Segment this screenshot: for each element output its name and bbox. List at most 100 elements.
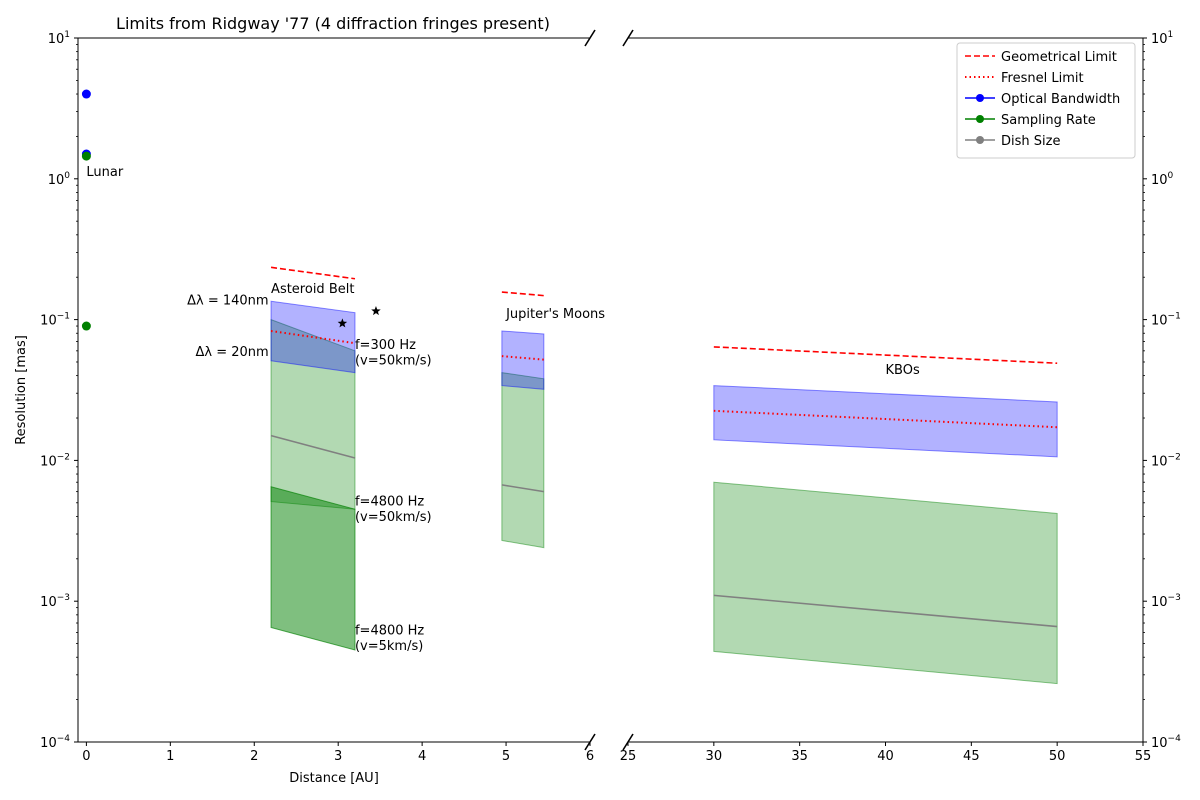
annotation-kbos-11: KBOs (886, 363, 920, 378)
optical-bandwidth-band-4 (501, 330, 545, 390)
tick-base: 10 (1151, 173, 1168, 188)
right-x-tick-label-3: 40 (877, 749, 894, 764)
tick-exponent: −2 (1168, 452, 1181, 462)
sampling-rate-point-2 (81, 151, 91, 161)
right-x-tick-label-1: 30 (706, 749, 723, 764)
right-y-tick-label-5: 101 (1151, 30, 1173, 47)
left-x-tick-label-1: 1 (166, 749, 174, 764)
right-x-tick-label-2: 35 (791, 749, 808, 764)
geometrical-limit-line-1 (501, 291, 544, 297)
annotation-f-4800-hz-8: f=4800 Hz (355, 624, 424, 639)
axis-break-mark-0 (584, 29, 596, 47)
tick-base: 10 (48, 32, 65, 47)
tick-exponent: −1 (1168, 312, 1181, 322)
tick-base: 10 (40, 736, 57, 751)
chart-title: Limits from Ridgway '77 (4 diffraction f… (116, 14, 550, 33)
tick-base: 10 (1151, 454, 1168, 469)
left-x-tick-label-5: 5 (502, 749, 510, 764)
fresnel-limit-line-3 (270, 330, 356, 345)
tick-exponent: −4 (57, 734, 71, 744)
tick-exponent: 1 (64, 30, 70, 40)
dish-size-line-8 (713, 594, 1058, 628)
legend-label-sampling-rate: Sampling Rate (1001, 113, 1096, 128)
left-y-tick-label-3: 10−1 (40, 312, 70, 329)
axis-break-mark-2 (622, 29, 634, 47)
optical-bandwidth-point-0 (81, 89, 91, 99)
legend-box (956, 42, 1136, 159)
legend-label-fresnel-limit: Fresnel Limit (1001, 71, 1084, 86)
left-y-tick-label-1: 10−3 (40, 593, 70, 610)
left-x-tick-label-3: 3 (334, 749, 342, 764)
annotation-f-300-hz-4: f=300 Hz (355, 338, 416, 353)
star-marker-5 (371, 306, 381, 316)
right-y-tick-label-3: 10−1 (1151, 312, 1181, 329)
optical-bandwidth-band-6 (713, 385, 1058, 458)
y-axis-label: Resolution [mas] (14, 335, 29, 445)
annotation-lunar-0: Lunar (86, 165, 123, 180)
annotation-v-5km-s-9: (v=5km/s) (355, 639, 423, 654)
fresnel-limit-line-5 (713, 409, 1058, 429)
right-panel (713, 346, 1058, 685)
sampling-rate-point-3 (81, 321, 91, 331)
tick-base: 10 (40, 454, 57, 469)
sampling-rate-band-1 (270, 486, 356, 651)
left-panel (81, 89, 545, 651)
tick-exponent: −4 (1168, 734, 1182, 744)
tick-exponent: 0 (64, 171, 70, 181)
left-x-tick-label-6: 6 (586, 749, 594, 764)
right-x-tick-label-5: 50 (1049, 749, 1066, 764)
optical-bandwidth-band-2 (270, 300, 356, 374)
annotation-jupiter-s-moons-10: Jupiter's Moons (505, 307, 605, 322)
left-y-tick-label-5: 101 (48, 30, 70, 47)
x-axis-label: Distance [AU] (289, 771, 379, 786)
right-y-tick-label-4: 100 (1151, 171, 1174, 188)
tick-base: 10 (40, 595, 57, 610)
annotation-v-50km-s-5: (v=50km/s) (355, 353, 432, 368)
legend-label-optical-bandwidth: Optical Bandwidth (1001, 92, 1120, 107)
tick-base: 10 (1151, 314, 1168, 329)
annotation-f-4800-hz-6: f=4800 Hz (355, 494, 424, 509)
tick-base: 10 (48, 173, 65, 188)
annotation-asteroid-belt-1: Asteroid Belt (271, 282, 354, 297)
dish-size-line-6 (270, 434, 356, 459)
tick-exponent: 1 (1168, 30, 1174, 40)
tick-base: 10 (1151, 32, 1168, 47)
left-y-tick-label-4: 100 (48, 171, 71, 188)
dish-size-line-7 (501, 484, 544, 493)
geometrical-limit-line-2 (713, 346, 1058, 365)
left-y-tick-label-0: 10−4 (40, 734, 70, 751)
annotation-20nm-3: Δλ = 20nm (196, 345, 269, 360)
legend: Geometrical Limit Fresnel Limit Optical Ba… (956, 42, 1136, 159)
tick-exponent: −2 (57, 452, 70, 462)
tick-base: 10 (40, 314, 57, 329)
tick-exponent: −1 (57, 312, 70, 322)
legend-label-dish-size: Dish Size (1001, 134, 1060, 149)
tick-exponent: 0 (1168, 171, 1174, 181)
legend-marker-optical-bandwidth (976, 94, 984, 102)
right-x-tick-label-0: 25 (620, 749, 637, 764)
right-x-tick-label-4: 45 (963, 749, 980, 764)
star-marker-4 (337, 318, 348, 328)
right-x-tick-label-6: 55 (1135, 749, 1152, 764)
annotation-v-50km-s-7: (v=50km/s) (355, 510, 432, 525)
right-y-tick-label-0: 10−4 (1151, 734, 1181, 751)
annotation-140nm-2: Δλ = 140nm (187, 294, 268, 309)
sampling-rate-band-3 (501, 372, 545, 549)
right-y-tick-label-2: 10−2 (1151, 452, 1181, 469)
legend-marker-dish-size (976, 136, 984, 144)
tick-exponent: −3 (57, 593, 70, 603)
left-x-tick-label-0: 0 (82, 749, 90, 764)
left-x-tick-label-4: 4 (418, 749, 426, 764)
sampling-rate-band-5 (713, 481, 1058, 685)
left-x-tick-label-2: 2 (250, 749, 258, 764)
legend-marker-sampling-rate (976, 115, 984, 123)
right-y-tick-label-1: 10−3 (1151, 593, 1181, 610)
tick-base: 10 (1151, 595, 1168, 610)
geometrical-limit-line-0 (270, 266, 356, 280)
left-y-tick-label-2: 10−2 (40, 452, 70, 469)
legend-label-geometrical-limit: Geometrical Limit (1001, 50, 1117, 65)
tick-exponent: −3 (1168, 593, 1181, 603)
